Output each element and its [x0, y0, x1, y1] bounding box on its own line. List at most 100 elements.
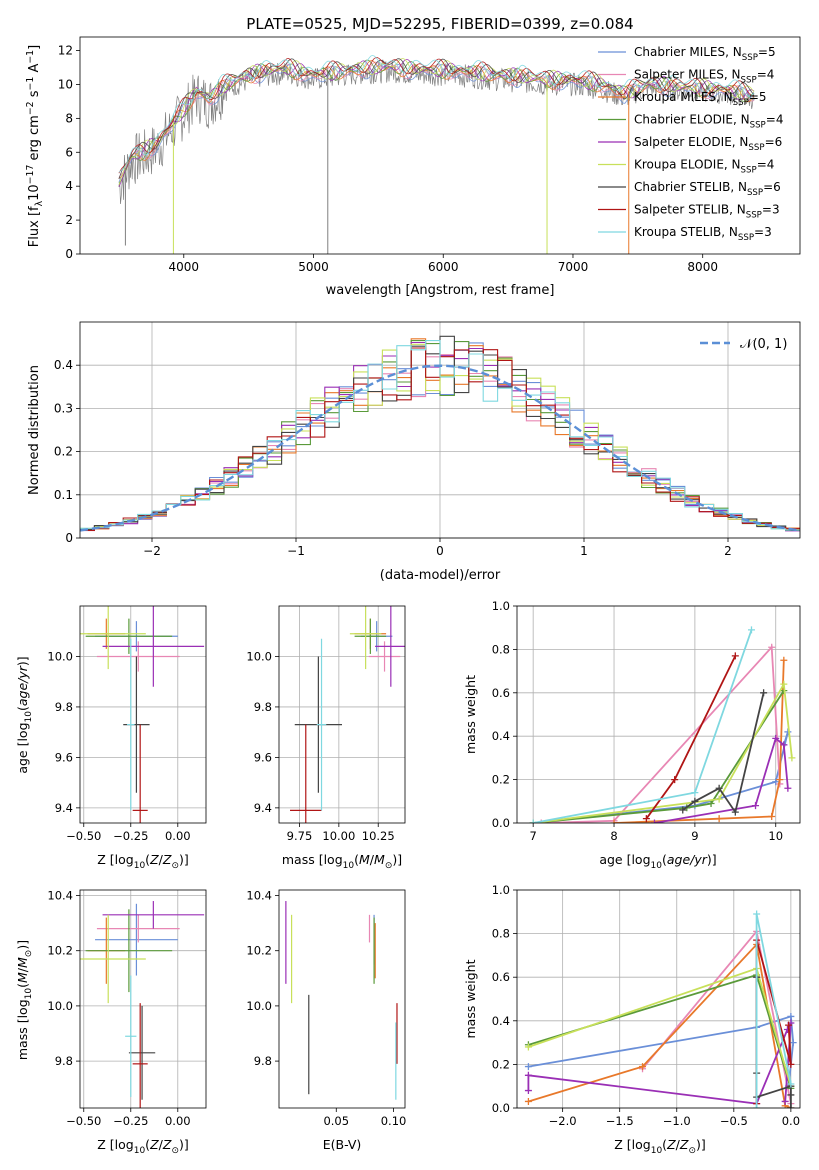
mass-weight-marker	[650, 819, 658, 823]
y-axis-label: Normed distribution	[27, 365, 42, 495]
tick-label-y: 0.4	[492, 1014, 510, 1028]
histogram-step	[80, 343, 800, 530]
tick-label-y: 10.0	[246, 649, 272, 663]
mass-weight-marker	[781, 1097, 789, 1105]
tick-label-x: −1.5	[606, 1114, 634, 1128]
mass-weight-line	[541, 645, 781, 823]
mass-weight-line	[528, 942, 792, 1108]
tick-label-x: −0.50	[66, 829, 101, 843]
tick-label-y: 10.0	[47, 999, 73, 1013]
tick-label-x: −0.50	[66, 1114, 101, 1128]
mass-weight-marker	[776, 776, 784, 784]
mass-weight-marker	[639, 1063, 647, 1071]
tick-label-x: 6000	[428, 260, 459, 274]
plot-area	[529, 626, 796, 823]
tick-label-x: 10	[768, 829, 783, 843]
tick-label-y: 10.4	[246, 889, 272, 903]
mass-weight-marker	[715, 795, 723, 803]
tick-label-x: 4000	[169, 260, 200, 274]
tick-label-x: 9.75	[287, 829, 313, 843]
panel-residuals: −2 −1 0 1 2 0 0.1 0.2 0.3 0.4 (data-model)/error No…	[27, 321, 801, 583]
panel-mass-vs-Z: −0.50 −0.25 0.00 9.8 10.0 10.2 10.4 Z [log10(Z/…	[15, 889, 207, 1156]
tick-label-x: 0.00	[165, 829, 191, 843]
x-axis-label: E(B-V)	[323, 1137, 362, 1152]
legend-entry: 𝒩(0, 1)	[740, 337, 787, 352]
tick-label-y: 0.2	[492, 773, 510, 787]
mass-weight-line	[533, 681, 793, 823]
mass-weight-marker	[787, 1080, 795, 1088]
mass-weight-marker	[529, 819, 537, 823]
tick-label-y: 0	[65, 531, 73, 545]
plot-area	[290, 606, 405, 823]
tick-label-y: 10.4	[47, 889, 73, 903]
axes-frame	[516, 889, 801, 1109]
mass-weight-marker	[780, 656, 788, 664]
spectrum-model-line	[118, 55, 755, 173]
spectrum-model-line	[118, 58, 755, 180]
plot-area	[524, 910, 797, 1108]
tick-label-y: 0.3	[54, 401, 73, 415]
mass-weight-marker	[731, 808, 739, 816]
tick-label-x: 0.0	[782, 1114, 800, 1128]
tick-label-y: 10	[58, 77, 73, 91]
mass-weight-marker	[715, 815, 723, 823]
mass-weight-line	[528, 973, 792, 1089]
mass-weight-marker	[787, 1012, 795, 1020]
tick-label-y: 0.8	[492, 642, 510, 656]
tick-label-y: 0.2	[492, 1057, 510, 1071]
tick-label-y: 6	[65, 145, 73, 159]
mass-weight-marker	[524, 1087, 532, 1095]
spectrum-model-line	[118, 61, 755, 178]
mass-weight-line	[527, 1022, 792, 1105]
x-axis-label: Z [log10(Z/Z⊙)]	[97, 852, 189, 871]
tick-label-y: 1.0	[492, 599, 510, 613]
mass-weight-marker	[787, 1104, 795, 1108]
mass-weight-marker	[524, 1097, 532, 1105]
tick-label-x: 10.00	[322, 829, 355, 843]
mass-weight-marker	[753, 1104, 761, 1108]
panel-massweight-vs-age: 7 8 9 10 0.0 0.2 0.4 0.6 0.8 1.0 mass weight age [l…	[463, 599, 801, 871]
plot-area	[118, 55, 755, 254]
mass-weight-marker	[772, 734, 780, 742]
tick-label-y: 9.8	[55, 1054, 73, 1068]
y-axis-label: age [log10(age/yr)]	[15, 656, 34, 773]
x-axis-label: wavelength [Angstrom, rest frame]	[326, 283, 555, 298]
plot-area	[285, 901, 398, 1100]
y-axis-label: mass weight	[463, 959, 478, 1038]
mass-weight-marker	[642, 815, 650, 823]
chart-panels: 4000 5000 6000 7000 8000024681012wavelength …	[15, 36, 801, 1156]
tick-label-x: 10.25	[362, 829, 395, 843]
tick-label-x: 0.10	[381, 1114, 407, 1128]
mass-weight-marker	[524, 1071, 532, 1079]
tick-label-x: −2	[143, 544, 161, 558]
tick-label-y: 0.6	[492, 686, 510, 700]
tick-label-x: −2.0	[549, 1114, 577, 1128]
tick-label-x: −0.5	[720, 1114, 748, 1128]
tick-label-x: 8	[610, 829, 617, 843]
legend-entry: Salpeter STELIB, NSSP=3	[634, 203, 780, 221]
tick-label-y: 9.8	[55, 700, 73, 714]
mass-weight-marker	[747, 626, 755, 634]
axes-frame	[278, 889, 406, 1109]
tick-label-y: 9.8	[254, 700, 272, 714]
mass-weight-marker	[784, 784, 792, 792]
mass-weight-marker	[524, 1043, 532, 1051]
tick-label-x: 7	[530, 829, 537, 843]
axes-frame	[79, 36, 801, 255]
tick-label-x: 7000	[558, 260, 589, 274]
mass-weight-marker	[753, 910, 761, 918]
panel-spectrum: 4000 5000 6000 7000 8000 0 2 4 6 8 10 12 wavelength …	[25, 36, 801, 298]
mass-weight-marker	[784, 728, 792, 736]
mass-weight-marker	[787, 1060, 795, 1068]
mass-weight-marker	[679, 806, 687, 814]
tick-label-y: 0.0	[492, 1101, 510, 1115]
tick-label-y: 0.4	[54, 358, 73, 372]
legend-entry: Chabrier STELIB, NSSP=6	[634, 180, 781, 198]
plot-area	[80, 606, 205, 823]
tick-label-y: 12	[58, 44, 73, 58]
tick-label-x: −1.0	[663, 1114, 691, 1128]
mass-weight-marker	[610, 819, 618, 823]
x-axis-label: Z [log10(Z/Z⊙)]	[614, 1137, 706, 1156]
spectrum-model-line	[118, 58, 755, 187]
legend-entry: Chabrier MILES, NSSP=5	[634, 45, 776, 63]
